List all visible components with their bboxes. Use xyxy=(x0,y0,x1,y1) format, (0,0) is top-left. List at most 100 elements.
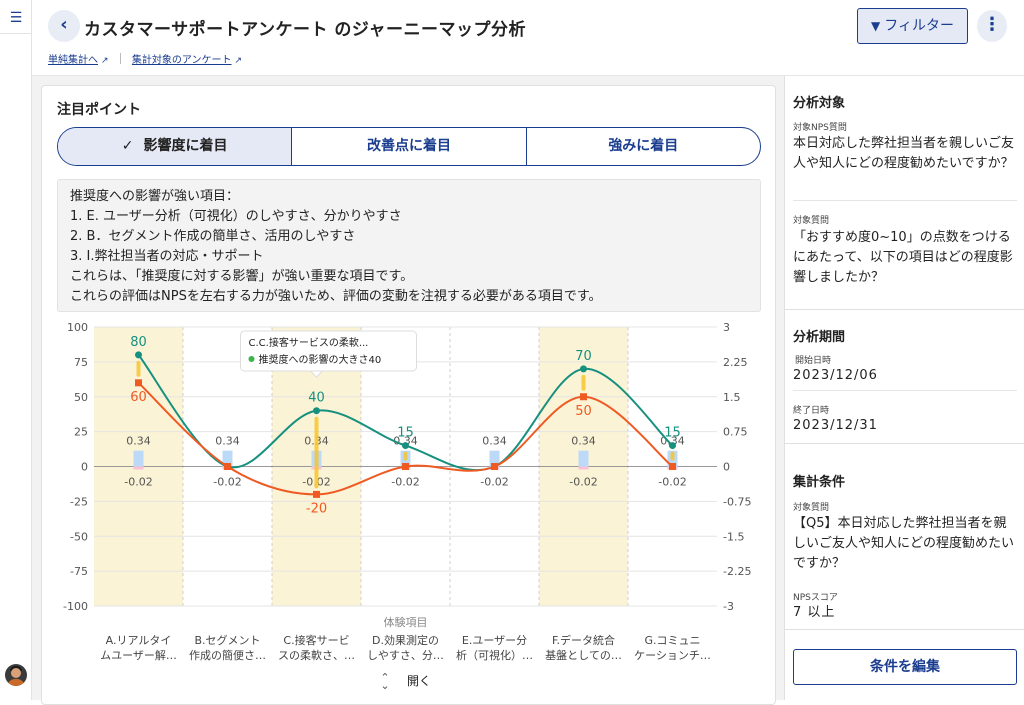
filter-icon: ▼ xyxy=(871,19,881,33)
series-point xyxy=(491,463,498,470)
journey-chart: 100 75 50 25 0 -25 -50 -75 -100 3 2.25 1.5 0.75 0 -0.7… xyxy=(52,321,772,701)
series-value-label: 50 xyxy=(575,404,592,419)
y-tick-left: 25 xyxy=(74,426,88,439)
bar-negative-label: -0.02 xyxy=(480,475,508,488)
condition-question-label: 対象質問 xyxy=(793,503,830,513)
x-tick-label: A.リアルタイ xyxy=(106,634,172,647)
tab-strength[interactable]: 強みに着目 xyxy=(608,138,679,154)
x-tick-label: G.コミュニ xyxy=(644,634,700,647)
x-tick-label: 基盤としての… xyxy=(545,649,622,662)
bar-negative-label: -0.02 xyxy=(124,475,152,488)
x-tick-label: F.データ統合 xyxy=(552,633,615,647)
y-tick-right: 3 xyxy=(723,321,730,334)
y-tick-left: 50 xyxy=(74,391,88,404)
divider xyxy=(785,629,1024,630)
x-tick-label: ムユーザー解… xyxy=(100,648,177,662)
journey-chart-svg: 100 75 50 25 0 -25 -50 -75 -100 3 2.25 1.5 0.75 0 -0.7… xyxy=(63,321,751,692)
link-divider xyxy=(119,53,121,64)
x-tick-label: 作成の簡便さ… xyxy=(189,648,266,662)
series-value-label: 80 xyxy=(130,335,147,350)
focus-tabs: ✓ 影響度に着目 改善点に着目 強みに着目 xyxy=(57,127,761,166)
bar-positive xyxy=(578,450,589,467)
note-line: 2. B．セグメント作成の簡単さ、活用のしやすさ xyxy=(70,229,356,244)
bar-positive-label: 0.34 xyxy=(126,435,151,448)
x-tick-label: ケーションチ… xyxy=(634,649,711,662)
series-value-label: 40 xyxy=(308,391,325,406)
expand-toggle[interactable]: 開く xyxy=(407,674,431,688)
x-tick-label: D.効果測定の xyxy=(372,633,439,647)
filter-button[interactable]: ▼ フィルター xyxy=(857,8,968,44)
y-tick-right: 0.75 xyxy=(723,426,748,439)
section-title: 分析期間 xyxy=(793,330,846,345)
back-button[interactable]: ‹ xyxy=(48,10,80,42)
chevron-left-icon: ‹ xyxy=(60,14,68,35)
link-simple-aggregation[interactable]: 単純集計へ xyxy=(48,55,98,66)
more-button[interactable]: ⋮ xyxy=(977,10,1007,42)
bar-positive-label: 0.34 xyxy=(571,435,596,448)
bar-positive xyxy=(133,450,144,467)
start-value: 2023/12/06 xyxy=(793,368,878,383)
edit-conditions-button[interactable]: 条件を編集 xyxy=(793,649,1017,685)
divider xyxy=(793,390,1017,391)
series-value-label: 15 xyxy=(397,426,414,441)
y-tick-right: -2.25 xyxy=(723,565,751,578)
section-conditions: 集計条件 対象質問 【Q5】本日対応した弊社担当者を親しいご友人や知人にどの程度… xyxy=(785,444,1024,631)
condition-question-value: 【Q5】本日対応した弊社担当者を親しいご友人や知人にどの程度勧めたいですか？ xyxy=(793,516,1015,571)
bar-positive-label: 0.34 xyxy=(393,435,418,448)
focus-title: 注目ポイント xyxy=(57,102,141,118)
x-tick-label: スの柔軟さ、… xyxy=(278,648,355,662)
note-line: これらは、「推奨度に対する影響」が強い重要な項目です。 xyxy=(70,269,414,284)
question-label: 対象質問 xyxy=(793,216,830,226)
tooltip-box xyxy=(240,330,417,372)
tooltip-dot xyxy=(248,356,255,362)
tab-improvement[interactable]: 改善点に着目 xyxy=(292,128,527,165)
section-title: 分析対象 xyxy=(793,96,846,111)
tooltip-title: C.C.接客サービスの柔軟... xyxy=(249,336,369,349)
x-tick-label: C.接客サービ xyxy=(283,633,349,647)
series-point xyxy=(402,463,409,470)
section-period: 分析期間 開始日時 2023/12/06 終了日時 2023/12/31 xyxy=(785,310,1024,444)
bar-negative-label: -0.02 xyxy=(569,475,597,488)
bar-positive xyxy=(222,450,233,467)
external-link-icon: ↗ xyxy=(101,56,109,66)
y-tick-left: 0 xyxy=(81,461,88,474)
link-target-survey[interactable]: 集計対象のアンケート xyxy=(131,55,232,66)
x-tick-label: しやすさ、分… xyxy=(367,649,444,662)
rail-divider xyxy=(0,33,32,34)
y-tick-left: -75 xyxy=(70,565,88,578)
start-label: 開始日時 xyxy=(795,356,832,366)
avatar[interactable] xyxy=(5,664,27,686)
series-point xyxy=(402,442,409,450)
menu-icon[interactable]: ☰ xyxy=(9,10,23,26)
y-tick-left: -100 xyxy=(63,600,88,613)
external-link-icon: ↗ xyxy=(234,56,243,66)
series-point xyxy=(580,365,587,373)
nps-score-value: 7 以上 xyxy=(793,605,836,620)
y-tick-left: -25 xyxy=(70,495,88,508)
bar-negative-label: -0.02 xyxy=(213,475,241,488)
note-line: 1. E. ユーザー分析（可視化）のしやすさ、分かりやすさ xyxy=(70,209,402,224)
bar-negative xyxy=(133,466,144,470)
nps-question-value: 本日対応した弊社担当者を親しいご友人や知人にどの程度勧めたいですか？ xyxy=(793,136,1015,171)
filter-label: フィルター xyxy=(884,18,954,34)
series-point xyxy=(313,407,320,415)
nav-rail: ☰ xyxy=(0,0,32,700)
bar-positive-label: 0.34 xyxy=(482,435,507,448)
y-tick-right: 1.5 xyxy=(723,391,741,404)
series-value-label: 15 xyxy=(664,426,681,441)
divider xyxy=(793,200,1017,201)
y-tick-left: -50 xyxy=(70,530,88,543)
series-value-label: 70 xyxy=(575,349,592,364)
series-point xyxy=(669,442,676,450)
y-tick-right: -3 xyxy=(723,600,734,613)
y-tick-right: 0 xyxy=(723,461,730,474)
y-tick-right: -1.5 xyxy=(723,530,744,543)
tab-impact[interactable]: ✓ 影響度に着目 xyxy=(58,128,293,165)
page-title: カスタマーサポートアンケート のジャーニーマップ分析 xyxy=(84,20,527,40)
bar-positive-label: 0.34 xyxy=(215,435,240,448)
y-tick-right: 2.25 xyxy=(723,356,748,369)
nps-question-label: 対象NPS質問 xyxy=(793,123,847,133)
more-vertical-icon: ⋮ xyxy=(983,14,1001,35)
section-target: 分析対象 対象NPS質問 本日対応した弊社担当者を親しいご友人や知人にどの程度勧… xyxy=(785,76,1024,310)
bar-negative-label: -0.02 xyxy=(391,475,419,488)
